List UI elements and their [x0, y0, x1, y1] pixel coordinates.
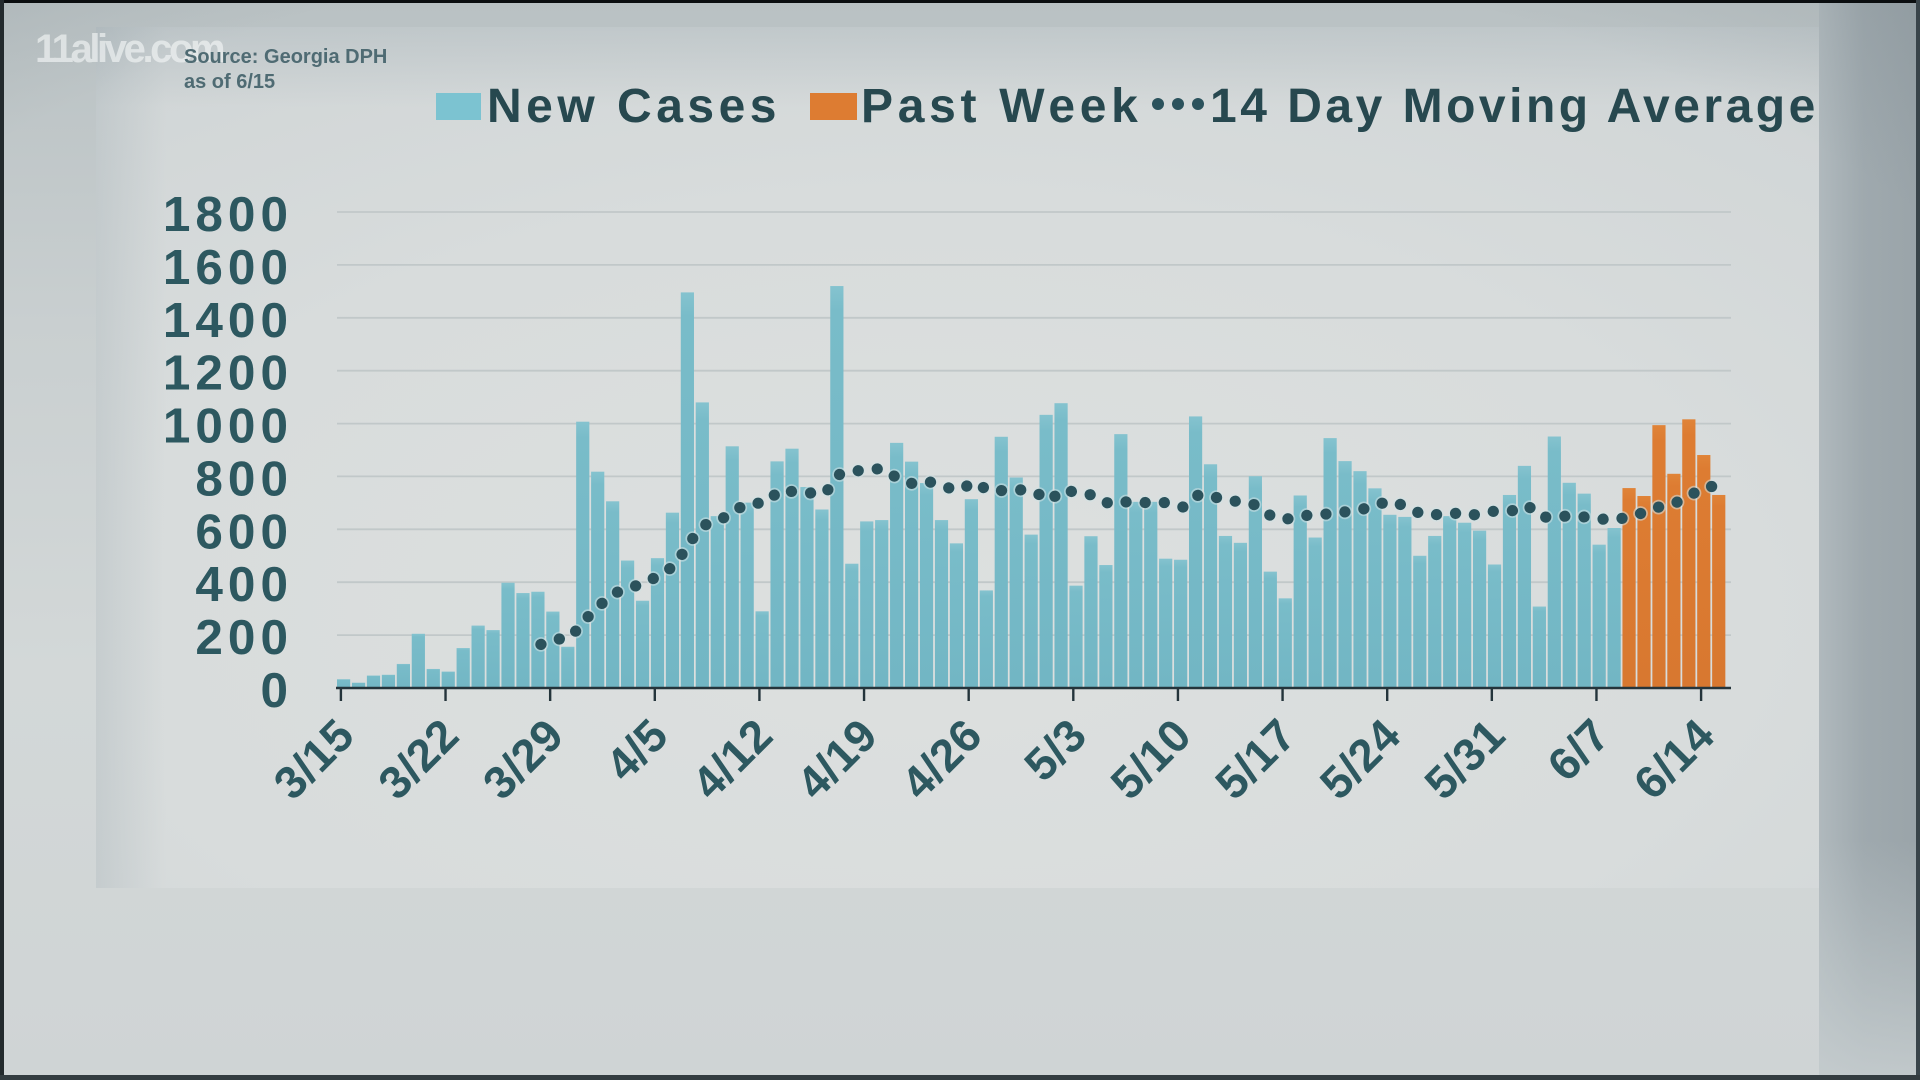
svg-text:1000: 1000	[163, 399, 293, 454]
svg-text:1800: 1800	[163, 187, 293, 242]
svg-text:Past Week: Past Week	[861, 80, 1143, 133]
svg-text:800: 800	[195, 451, 293, 506]
svg-text:New Cases: New Cases	[487, 80, 781, 133]
svg-text:Source: Georgia DPH: Source: Georgia DPH	[184, 46, 387, 68]
svg-text:400: 400	[195, 557, 293, 612]
svg-text:200: 200	[195, 610, 293, 665]
svg-text:1400: 1400	[163, 293, 293, 348]
svg-text:600: 600	[195, 504, 293, 559]
svg-text:as of 6/15: as of 6/15	[184, 71, 275, 93]
svg-text:1200: 1200	[163, 346, 293, 401]
svg-text:14 Day Moving Average: 14 Day Moving Average	[1210, 80, 1819, 133]
svg-text:11alive.com: 11alive.com	[35, 27, 224, 71]
svg-text:1600: 1600	[163, 240, 293, 295]
svg-text:0: 0	[260, 663, 293, 718]
